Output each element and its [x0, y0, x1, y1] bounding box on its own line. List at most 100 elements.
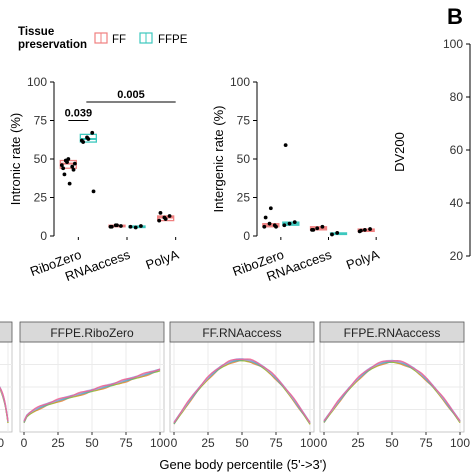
- intronic-data-point: [63, 158, 68, 163]
- intronic-data-point: [158, 211, 163, 215]
- coverage-xtick-label: 75: [269, 436, 283, 450]
- legend-title-line2: preservation: [18, 39, 87, 51]
- intergenic-data-point: [362, 227, 367, 232]
- intronic-ylabel: Intronic rate (%): [8, 113, 23, 205]
- coverage-xtick-label: 50: [385, 436, 399, 450]
- coverage-xtick-label: 0: [321, 436, 328, 450]
- intronic-pvalue: 0.005: [117, 89, 145, 101]
- intergenic-data-point: [368, 227, 372, 231]
- coverage-curve: [173, 358, 311, 424]
- coverage-facet-label: FFPE.RNAaccess: [344, 326, 441, 340]
- dv200-ytick-label: 80: [450, 90, 464, 104]
- legend-label-ff: FF: [112, 34, 126, 46]
- intergenic-ytick-label: 25: [237, 191, 251, 205]
- panel-b-label: B: [447, 4, 463, 29]
- intergenic-data-point: [274, 224, 278, 229]
- intergenic-data-point: [268, 206, 273, 211]
- intergenic-rate-chart: Intergenic rate (%) 0255075100RiboZeroRN…: [211, 75, 381, 284]
- intronic-ytick-label: 100: [27, 75, 47, 89]
- intronic-data-point: [163, 217, 168, 221]
- coverage-xtick-label: 75: [119, 436, 133, 450]
- intronic-category-label: PolyA: [144, 247, 181, 273]
- intronic-data-point: [71, 167, 76, 172]
- gene-body-coverage-charts: Gene body percentile (5'->3') 100 FFPE.Ri…: [0, 321, 470, 472]
- intronic-data-point: [115, 223, 119, 228]
- intergenic-category-label: PolyA: [344, 247, 381, 273]
- intronic-data-point: [61, 166, 66, 171]
- intronic-data-point: [86, 137, 91, 141]
- dv200-ytick-label: 40: [450, 196, 464, 210]
- intronic-data-point: [128, 224, 133, 229]
- intergenic-data-point: [283, 143, 288, 148]
- intergenic-ytick-label: 75: [237, 114, 251, 128]
- intronic-data-point: [67, 181, 72, 186]
- intergenic-data-point: [287, 221, 292, 226]
- intergenic-ytick-label: 0: [243, 229, 250, 243]
- intronic-rate-chart: Intronic rate (%) 0255075100RiboZeroRNAa…: [8, 75, 181, 284]
- intronic-data-point: [157, 218, 162, 223]
- intergenic-data-point: [292, 220, 297, 225]
- intergenic-ytick-label: 100: [230, 75, 250, 89]
- intronic-ytick-label: 25: [34, 191, 48, 205]
- legend-title-line1: Tissue: [18, 26, 54, 38]
- coverage-xtick-label: 25: [351, 436, 365, 450]
- intronic-data-point: [109, 224, 114, 229]
- dv200-ytick-label: 20: [450, 249, 464, 263]
- coverage-xtick-label: 50: [85, 436, 99, 450]
- intergenic-ylabel: Intergenic rate (%): [211, 106, 226, 213]
- intronic-ytick-label: 75: [34, 114, 48, 128]
- intergenic-data-point: [267, 221, 272, 226]
- intronic-ytick-label: 0: [40, 229, 47, 243]
- legend: Tissue preservation FF FFPE: [18, 26, 188, 51]
- coverage-xtick-label: 100: [300, 436, 320, 450]
- intronic-data-point: [81, 140, 86, 144]
- coverage-curve: [0, 386, 9, 422]
- coverage-xtick-label: 25: [201, 436, 215, 450]
- intergenic-data-point: [320, 224, 325, 229]
- coverage-curve: [323, 360, 461, 422]
- intronic-data-point: [70, 164, 75, 169]
- coverage-xtick-label: 0: [171, 436, 178, 450]
- coverage-facet-strip: [0, 321, 13, 343]
- coverage-xtick-label: 50: [235, 436, 249, 450]
- legend-label-ffpe: FFPE: [158, 34, 188, 46]
- intronic-data-point: [72, 161, 77, 166]
- intronic-data-point: [90, 130, 95, 135]
- intergenic-data-point: [311, 227, 316, 232]
- coverage-xtick-label: 100: [450, 436, 470, 450]
- coverage-xtick-label: 100: [0, 436, 4, 450]
- dv200-ylabel: DV200: [392, 132, 407, 172]
- intergenic-data-point: [262, 224, 267, 229]
- coverage-xtick-label: 75: [419, 436, 433, 450]
- intergenic-data-point: [330, 232, 334, 237]
- coverage-facet-strip: [169, 321, 315, 343]
- intergenic-data-point: [359, 228, 363, 233]
- intronic-data-point: [167, 214, 172, 218]
- coverage-facet-strip: [319, 321, 465, 343]
- intronic-data-point: [119, 224, 123, 228]
- dv200-ytick-label: 60: [450, 143, 464, 157]
- intronic-data-point: [133, 225, 138, 230]
- intronic-data-point: [62, 172, 67, 177]
- intergenic-data-point: [315, 226, 320, 231]
- dv200-ytick-label: 100: [443, 37, 463, 51]
- coverage-facet-strip: [19, 321, 165, 343]
- intronic-data-point: [59, 163, 64, 168]
- intronic-pvalue: 0.039: [65, 108, 93, 120]
- intronic-data-point: [91, 189, 96, 194]
- coverage-xtick-label: 0: [21, 436, 28, 450]
- intergenic-data-point: [263, 215, 268, 220]
- intronic-data-point: [139, 224, 143, 228]
- coverage-curve: [23, 368, 161, 422]
- intergenic-ytick-label: 50: [237, 152, 251, 166]
- coverage-xtick-label: 25: [51, 436, 65, 450]
- coverage-facet-label: FFPE.RiboZero: [50, 326, 134, 340]
- coverage-xtick-label: 100: [150, 436, 170, 450]
- intronic-ytick-label: 50: [34, 152, 48, 166]
- intergenic-data-point: [335, 231, 340, 235]
- intergenic-data-point: [282, 223, 287, 228]
- coverage-xlabel: Gene body percentile (5'->3'): [159, 457, 326, 472]
- coverage-facet-label: FF.RNAaccess: [202, 326, 281, 340]
- dv200-chart: DV200 20 40 60 80 100: [392, 37, 471, 263]
